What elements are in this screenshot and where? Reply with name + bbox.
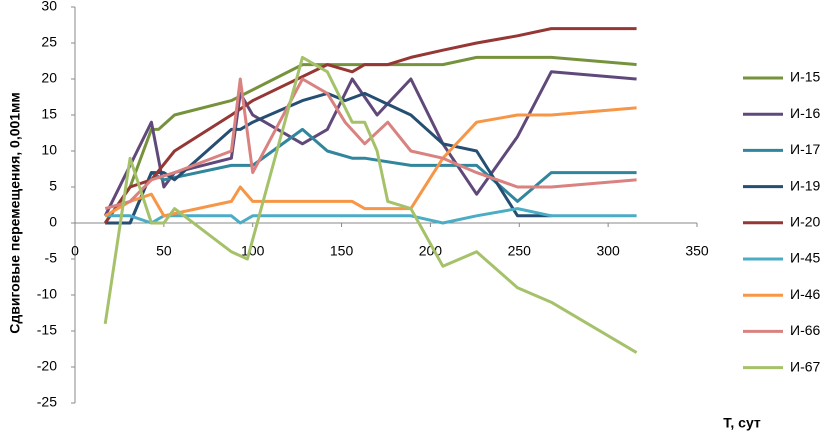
- x-tick-label: 0: [71, 243, 79, 259]
- y-tick-label: 10: [41, 142, 57, 158]
- legend-label: И-16: [790, 105, 821, 121]
- x-tick-label: 350: [685, 243, 709, 259]
- x-tick-label: 150: [330, 243, 354, 259]
- y-tick-label: 25: [41, 34, 57, 50]
- legend-label: И-46: [790, 286, 821, 302]
- y-tick-label: 0: [49, 214, 57, 230]
- y-tick-label: -25: [37, 394, 57, 410]
- x-tick-label: 300: [596, 243, 620, 259]
- y-tick-label: 5: [49, 178, 57, 194]
- legend-label: И-15: [790, 69, 821, 85]
- y-tick-label: -10: [37, 286, 57, 302]
- x-tick-label: 50: [156, 243, 172, 259]
- y-tick-label: -20: [37, 358, 57, 374]
- series-line: [104, 77, 637, 211]
- y-tick-label: -5: [45, 250, 58, 266]
- legend-label: И-20: [790, 214, 821, 230]
- y-tick-label: 15: [41, 106, 57, 122]
- series-line: [104, 106, 637, 218]
- x-tick-label: 100: [241, 243, 265, 259]
- legend-label: И-17: [790, 141, 821, 157]
- y-axis-title: Сдвиговые перемещения, 0,001мм: [7, 92, 23, 334]
- legend-label: И-66: [790, 322, 821, 338]
- y-tick-label: 20: [41, 70, 57, 86]
- legend-label: И-67: [790, 358, 821, 374]
- y-tick-label: -15: [37, 322, 57, 338]
- legend-label: И-45: [790, 250, 821, 266]
- y-tick-label: 30: [41, 0, 57, 14]
- series-line: [103, 27, 637, 224]
- series-line: [103, 55, 637, 224]
- series-line: [105, 91, 552, 225]
- legend-label: И-19: [790, 177, 821, 193]
- series-line: [103, 55, 638, 354]
- x-tick-label: 250: [508, 243, 532, 259]
- x-axis-title: Т, сут: [723, 415, 761, 431]
